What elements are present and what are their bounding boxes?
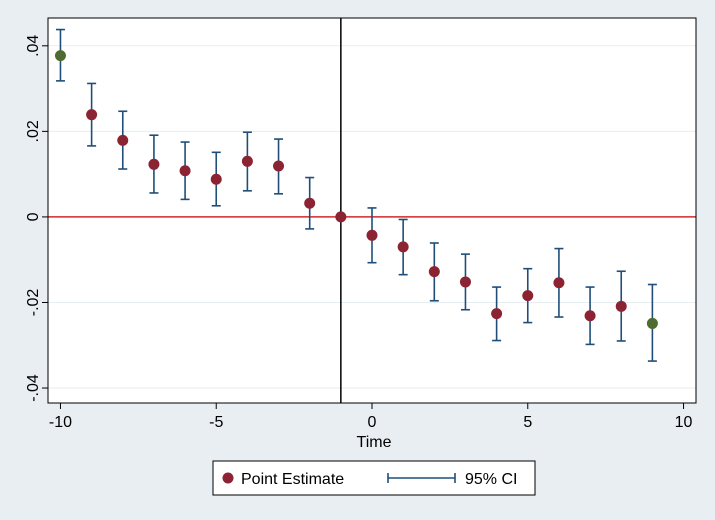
point-estimate xyxy=(553,277,565,289)
point-estimate xyxy=(459,276,471,288)
x-axis: -10 -5 0 5 10 xyxy=(49,403,693,431)
point-estimate xyxy=(397,241,409,253)
point-estimate xyxy=(86,109,98,121)
point-estimate xyxy=(54,50,66,62)
point-estimate xyxy=(210,173,222,185)
point-estimate xyxy=(117,134,129,146)
point-estimate xyxy=(491,308,503,320)
x-tick-label: 10 xyxy=(675,414,693,431)
point-estimate xyxy=(335,211,347,223)
legend-ci-marker xyxy=(387,473,456,483)
point-estimates xyxy=(54,50,658,329)
point-estimate xyxy=(179,165,191,177)
point-estimate xyxy=(584,310,596,322)
point-estimate xyxy=(522,290,534,302)
x-tick-label: 5 xyxy=(523,414,532,431)
legend-point-marker xyxy=(222,472,234,484)
y-axis: -.04 -.02 0 .02 .04 xyxy=(25,35,48,402)
point-estimate xyxy=(366,229,378,241)
point-estimate xyxy=(148,158,160,170)
y-tick-label: -.02 xyxy=(25,289,42,317)
legend-label-ci: 95% CI xyxy=(465,471,517,488)
point-estimate xyxy=(646,317,658,329)
y-tick-label: 0 xyxy=(25,212,42,221)
point-estimate xyxy=(615,300,627,312)
y-tick-label: .02 xyxy=(25,120,42,142)
y-tick-label: -.04 xyxy=(25,374,42,402)
point-estimate xyxy=(273,160,285,172)
legend: Point Estimate 95% CI xyxy=(212,460,536,496)
x-axis-title: Time xyxy=(357,434,392,451)
y-tick-label: .04 xyxy=(25,35,42,57)
legend-box xyxy=(212,460,536,496)
point-estimate xyxy=(428,266,440,278)
legend-label-point-estimate: Point Estimate xyxy=(241,471,344,488)
x-tick-label: 0 xyxy=(368,414,377,431)
x-tick-label: -5 xyxy=(209,414,223,431)
x-tick-label: -10 xyxy=(49,414,72,431)
point-estimate xyxy=(241,155,253,167)
point-estimate xyxy=(304,197,316,209)
